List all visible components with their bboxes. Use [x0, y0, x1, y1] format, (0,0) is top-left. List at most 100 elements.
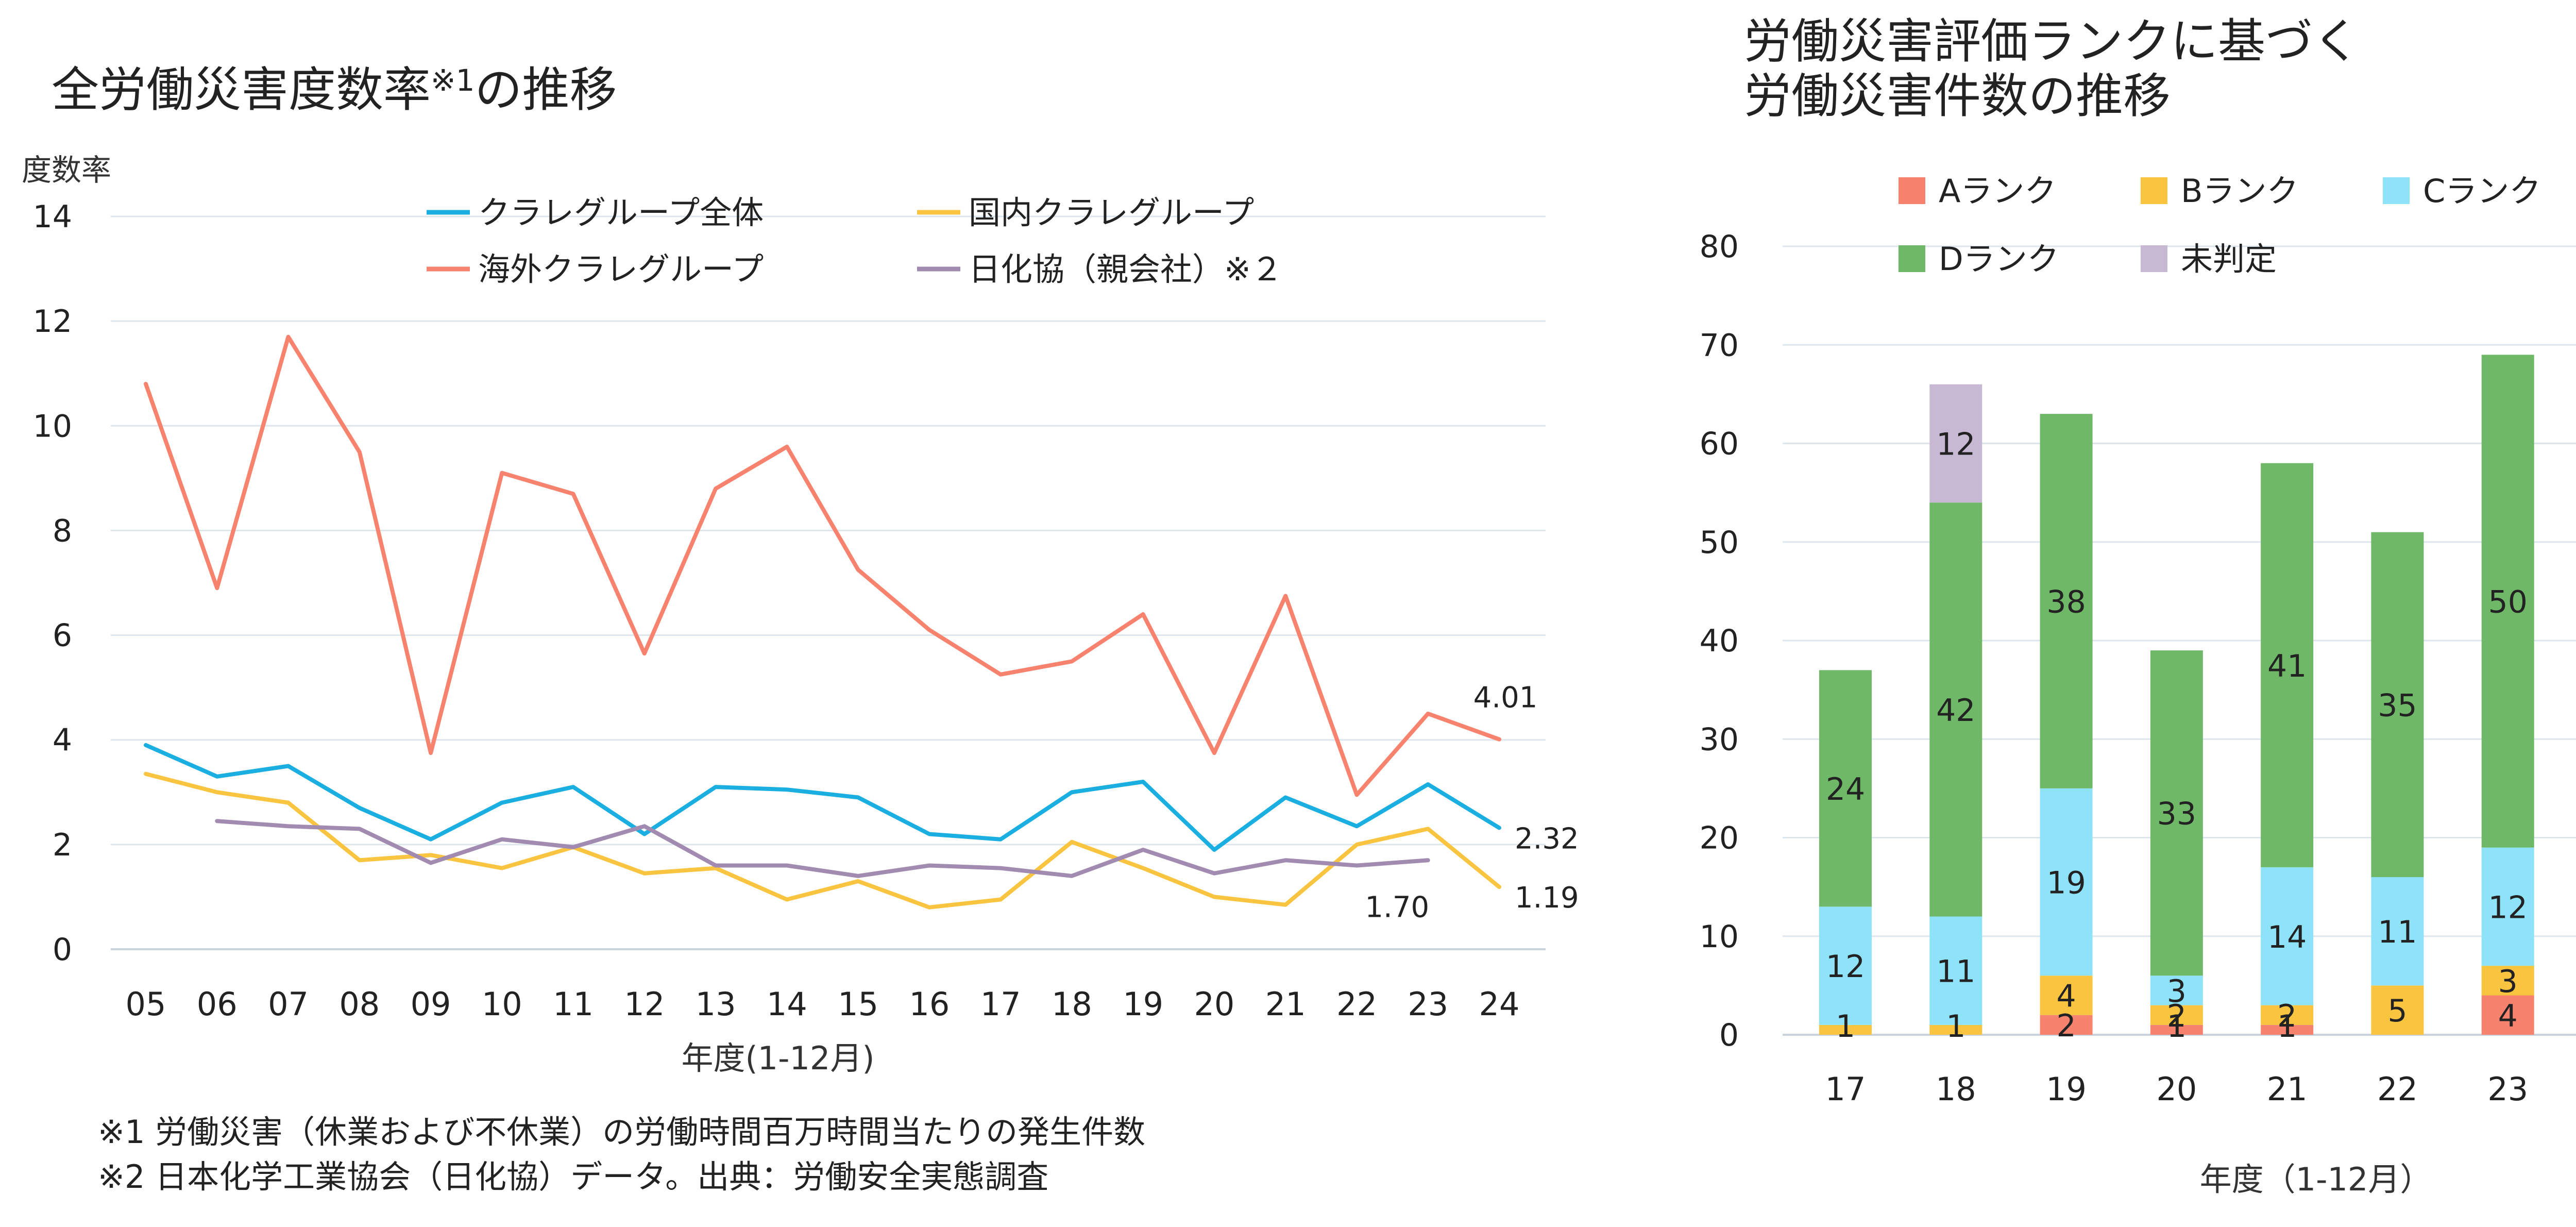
line-point [857, 880, 859, 882]
bar-data-label: 19 [2046, 865, 2086, 901]
line-point [999, 673, 1002, 676]
bar-chart-x-tick-label: 17 [1825, 1070, 1866, 1108]
line-chart-y-tick-label: 8 [53, 513, 72, 549]
line-point [1213, 896, 1215, 898]
line-point [1355, 794, 1358, 796]
line-point [857, 568, 859, 571]
bar-data-label: 2 [2167, 998, 2187, 1034]
line-point [643, 652, 646, 655]
line-point [786, 864, 788, 867]
bar-segment [2150, 650, 2203, 976]
legend-label: Dランク [1939, 240, 2059, 278]
line-chart-x-tick-label: 07 [268, 985, 309, 1023]
bar-segment [1929, 502, 1982, 917]
line-point [1498, 738, 1500, 741]
bar-data-label: 4 [2498, 998, 2518, 1034]
line-chart-gridlines [111, 215, 1546, 950]
bar-segment [2150, 1024, 2203, 1035]
legend-item: クラレグループ全体 [427, 194, 764, 231]
line-point [1427, 783, 1429, 786]
legend-swatch [2141, 245, 2167, 272]
line-point [501, 801, 503, 804]
bar-segment [2371, 532, 2424, 877]
bar-segment [1929, 916, 1982, 1025]
line-chart-x-tick-label: 23 [1408, 985, 1448, 1023]
line-point [1071, 791, 1073, 794]
legend-label: Bランク [2181, 172, 2299, 210]
line-point [358, 828, 361, 830]
bar-segment [1819, 1024, 1872, 1035]
line-point [928, 906, 930, 909]
line-chart-y-axis-label: 度数率 [22, 153, 111, 188]
legend-label: Cランク [2423, 172, 2541, 210]
line-chart-y-tick-label: 10 [33, 408, 72, 444]
line-point [715, 867, 717, 869]
line-chart-x-tick-label: 09 [411, 985, 451, 1023]
bar-segment [2481, 966, 2534, 996]
legend-item: Cランク [2383, 172, 2541, 210]
bar-data-label: 11 [2378, 914, 2417, 950]
bar-data-label: 12 [1826, 949, 1865, 985]
line-point [1427, 828, 1429, 830]
line-point [1427, 859, 1429, 862]
line-chart-x-ticks: 05 06 07 08 09 10 11 12 13 14 15 16 17 18 19 20 21 22 23 24 [126, 985, 1520, 1023]
bar-chart-x-tick-label: 18 [1936, 1070, 1976, 1108]
line-point [430, 862, 432, 864]
bar-segment [1929, 384, 1982, 503]
line-chart-x-tick-label: 13 [696, 985, 736, 1023]
bar-segment [2481, 355, 2534, 848]
bar-chart-x-tick-label: 22 [2377, 1070, 2418, 1108]
bar-chart-y-tick-label: 60 [1700, 426, 1739, 462]
line-point [1142, 613, 1144, 615]
footnote-1: ※1 労働災害（休業および不休業）の労働時間百万時間当たりの発生件数 [98, 1113, 1145, 1151]
line-point [145, 383, 147, 385]
line-point [287, 765, 290, 767]
bar-data-label: 3 [2498, 964, 2518, 1000]
bar-segment [1819, 906, 1872, 1025]
line-point [1427, 712, 1429, 715]
line-point [786, 445, 788, 448]
line-point [501, 472, 503, 474]
bar-segment [2040, 1015, 2093, 1035]
line-chart-x-tick-label: 22 [1336, 985, 1377, 1023]
legend-swatch [2383, 177, 2410, 204]
line-chart-x-axis-label: 年度(1-12月) [681, 1039, 874, 1077]
line-point [430, 854, 432, 856]
line-point [572, 846, 574, 848]
bar-segment [2261, 867, 2314, 1005]
line-chart-x-tick-label: 11 [553, 985, 594, 1023]
line-point [1142, 780, 1144, 783]
bar-segment [2261, 1005, 2314, 1025]
legend-item: Bランク [2141, 172, 2299, 210]
bar-chart-y-tick-label: 70 [1700, 327, 1739, 363]
line-point [358, 806, 361, 809]
legend-label: 未判定 [2181, 240, 2277, 278]
line-point [358, 451, 361, 453]
line-chart-x-tick-label: 20 [1194, 985, 1234, 1023]
bar-segment [2040, 414, 2093, 788]
bar-segment [2481, 995, 2534, 1035]
line-point [928, 864, 930, 867]
bar-chart-x-axis-label: 年度（1-12月） [2200, 1161, 2432, 1198]
line-chart-x-tick-label: 05 [126, 985, 166, 1023]
bar-data-label: 1 [2167, 1009, 2187, 1045]
legend-item: 国内クラレグループ [917, 194, 1254, 231]
legend-item: 日化協（親会社）※２ [917, 250, 1283, 288]
bar-chart-title-line-2: 労働災害件数の推移 [1744, 69, 2171, 124]
line-end-label: 1.70 [1365, 890, 1429, 924]
line-chart-x-tick-label: 17 [980, 985, 1021, 1023]
line-point [1355, 843, 1358, 846]
legend-swatch [1899, 245, 1925, 272]
line-chart-x-tick-label: 12 [624, 985, 665, 1023]
bar-segment [2040, 976, 2093, 1015]
line-chart-y-tick-label: 6 [53, 618, 72, 654]
legend-label: クラレグループ全体 [478, 194, 764, 231]
line-chart-x-tick-label: 19 [1123, 985, 1163, 1023]
bar-chart-y-tick-label: 20 [1700, 820, 1739, 856]
bar-chart-y-tick-label: 0 [1719, 1017, 1739, 1053]
bar-data-label: 5 [2387, 993, 2407, 1029]
line-chart-x-tick-label: 10 [482, 985, 522, 1023]
bar-data-label: 42 [1936, 693, 1975, 729]
